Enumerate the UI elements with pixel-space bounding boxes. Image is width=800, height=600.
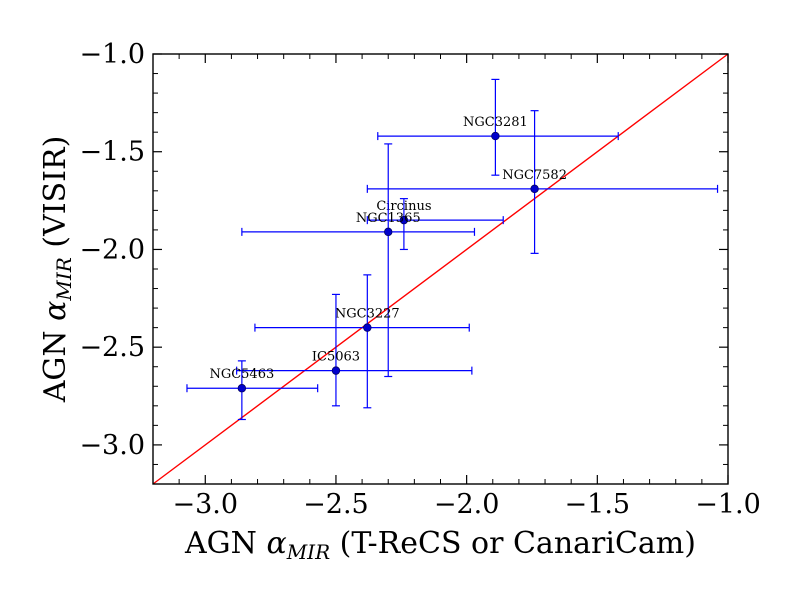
y-tick-label: −2.5 [79,332,145,363]
y-axis-title-symbol: α [38,301,73,321]
data-point-marker [491,131,500,141]
data-point-label: NGC3281 [463,115,528,130]
data-point-label: NGC3227 [335,307,400,322]
x-tick-label: −2.5 [303,489,369,520]
data-point-marker [237,384,247,393]
x-axis-title-subscript: MIR [286,540,330,564]
data-point-group: NGC3281 [377,78,619,176]
data-point-marker [399,215,409,225]
axis-ticks: −3.0 −2.5 −2.0 −1.5 −1.0 −3.0 −2.5 −2.0 −1.5 −1.0 [79,39,760,520]
data-point-label: NGC7582 [502,168,567,183]
data-point-label: Circinus [376,199,431,214]
y-tick-label: −1.5 [79,137,145,168]
y-axis-title-prefix: AGN [38,321,73,403]
data-point-marker [530,184,539,194]
data-point-group: NGC3227 [254,274,470,409]
x-axis-title-suffix: (T-ReCS or CanariCam) [330,526,696,561]
x-tick-label: −3.0 [172,489,238,520]
data-point-label: IC5063 [312,350,360,365]
x-axis-title-prefix: AGN [184,526,266,561]
y-tick-label: −2.0 [79,234,145,265]
data-point-group: NGC1365 [241,143,476,378]
data-point-label: NGC5463 [209,367,274,382]
x-axis-title: AGN αMIR (T-ReCS or CanariCam) [184,526,696,564]
data-point-group: NGC7582 [366,110,719,254]
x-axis-title-symbol: α [266,526,286,561]
x-tick-label: −1.0 [695,489,761,520]
y-tick-label: −3.0 [79,430,145,461]
data-point-marker [384,227,393,237]
data-point-label: NGC1365 [356,211,421,226]
x-tick-label: −2.0 [434,489,500,520]
one-to-one-line [152,53,729,485]
data-point-group: NGC5463 [186,360,319,421]
data-point-group: Circinus [366,198,504,251]
y-axis-title-subscript: MIR [52,257,76,301]
y-axis-title: AGN αMIR (VISIR) [38,136,76,404]
data-point-group: IC5063 [236,293,473,407]
y-tick-label: −1.0 [79,39,145,70]
x-tick-label: −1.5 [565,489,631,520]
data-point-marker [331,366,341,375]
data-point-marker [363,323,372,332]
y-axis-title-suffix: (VISIR) [38,136,73,257]
